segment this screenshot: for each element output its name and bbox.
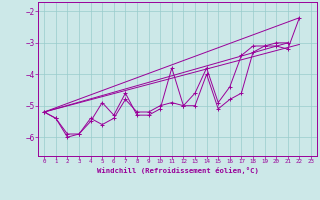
X-axis label: Windchill (Refroidissement éolien,°C): Windchill (Refroidissement éolien,°C) bbox=[97, 167, 259, 174]
